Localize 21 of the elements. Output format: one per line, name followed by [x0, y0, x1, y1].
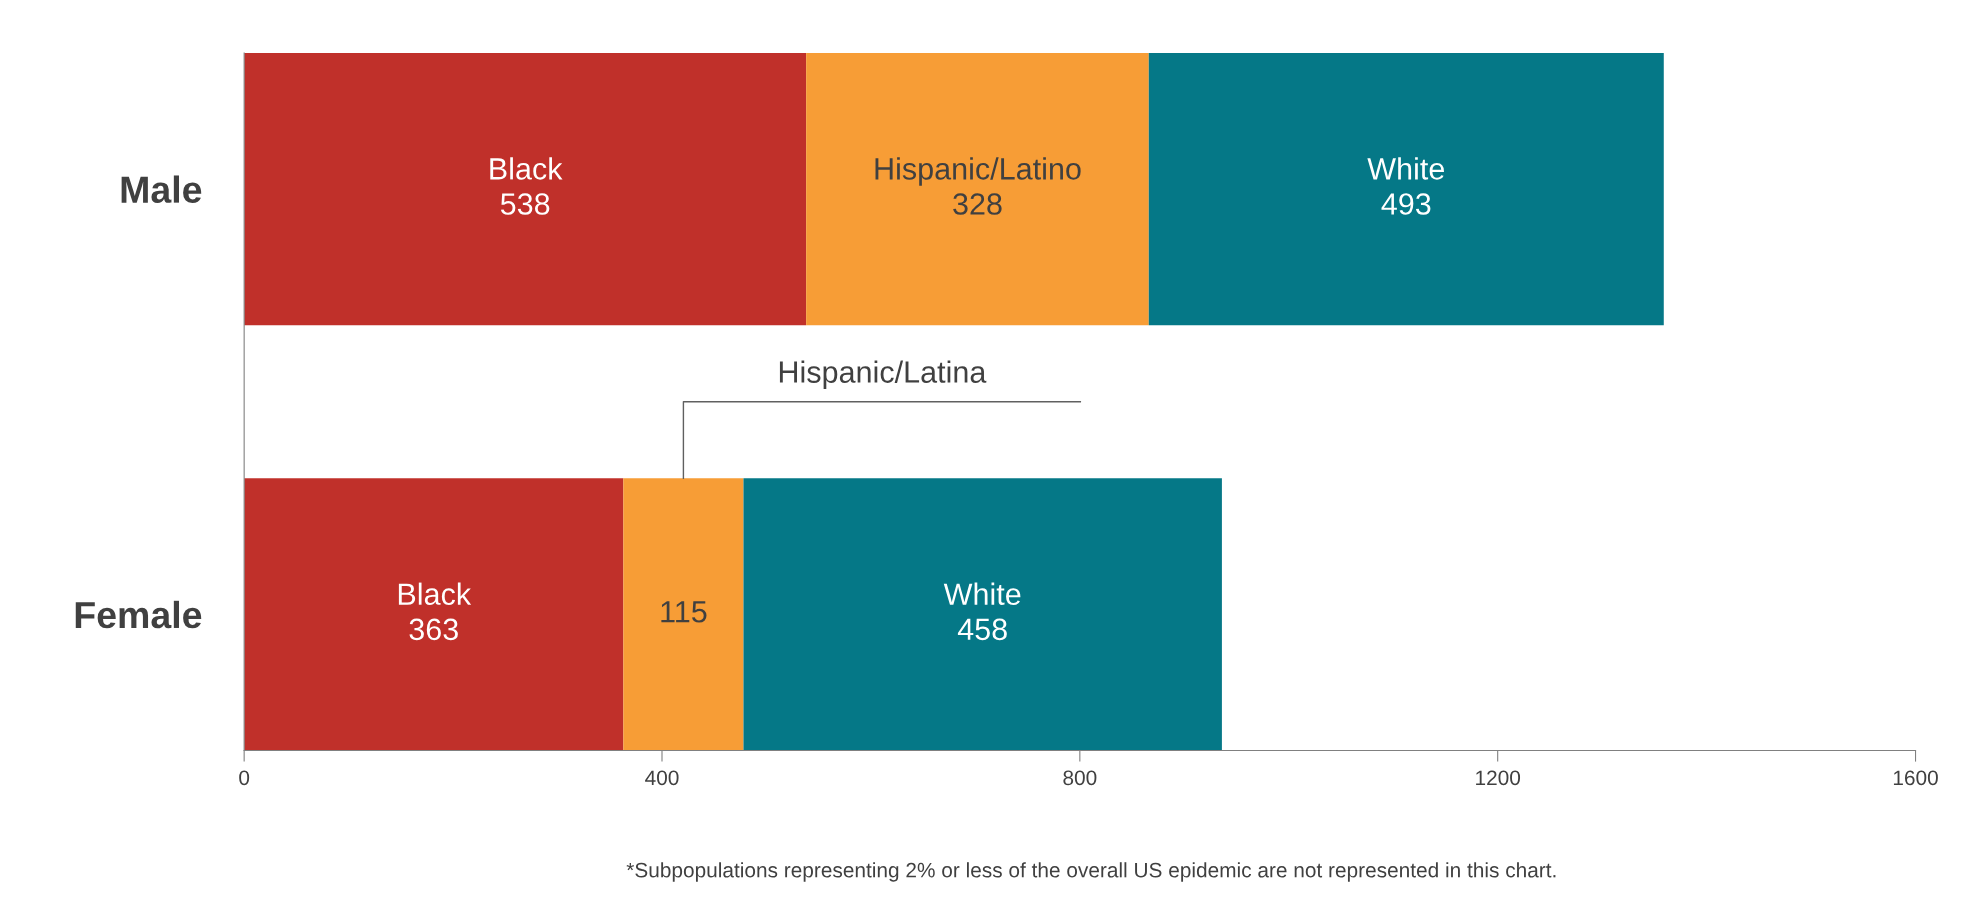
x-tick-label: 1200 — [1476, 770, 1521, 786]
data-label: 115 — [661, 601, 707, 623]
data-label: Hispanic/Latino 328 — [875, 157, 1081, 215]
y-tick-label: Female — [75, 600, 202, 629]
x-tick-label: 800 — [1063, 770, 1097, 786]
annotation: Hispanic/Latina — [779, 360, 987, 389]
y-tick-label: Male — [121, 175, 202, 204]
bar — [806, 52, 1149, 326]
data-label: White 493 — [1367, 157, 1444, 215]
data-label: Black 538 — [490, 157, 563, 215]
x-tick-label: 0 — [239, 770, 250, 786]
bar — [1148, 52, 1664, 326]
x-tick-label: 1600 — [1893, 770, 1938, 786]
data-label: White 458 — [943, 582, 1021, 641]
x-tick-label: 400 — [645, 770, 679, 786]
text: *Subpopulations representing 2% or less of the overall US epidemic are not represented in this chart. — [626, 862, 1556, 882]
data-label: Black 363 — [398, 582, 472, 641]
bar — [623, 478, 744, 751]
bar — [743, 478, 1222, 751]
bar — [244, 478, 624, 751]
bar — [244, 52, 807, 326]
